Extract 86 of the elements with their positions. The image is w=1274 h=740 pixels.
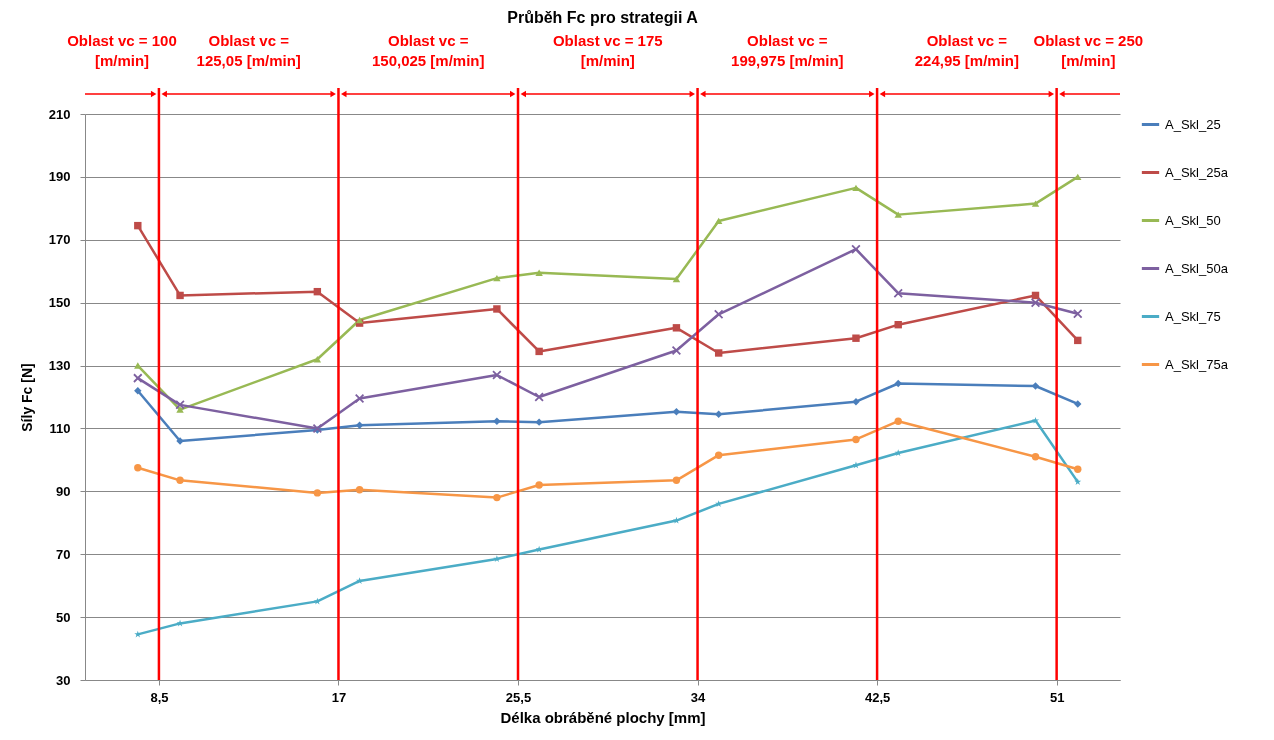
point	[1030, 297, 1041, 308]
y-tick-label: 190	[48, 169, 71, 185]
point	[671, 345, 682, 356]
point	[713, 309, 724, 320]
point	[1031, 416, 1040, 424]
point	[893, 288, 903, 299]
point	[313, 597, 321, 605]
point	[894, 449, 902, 456]
point	[852, 334, 860, 342]
y-tick-label: 130	[48, 358, 71, 374]
x-tick-label: 17	[331, 689, 347, 705]
point	[493, 305, 501, 313]
point	[714, 217, 723, 225]
x-tick-label: 8,5	[150, 689, 169, 705]
legend-label: A_Skl_75	[1165, 308, 1221, 324]
point	[535, 545, 543, 553]
point	[355, 486, 364, 494]
y-tick-label: 90	[56, 483, 71, 499]
point	[1031, 200, 1040, 207]
point	[1072, 308, 1083, 319]
point	[1074, 465, 1082, 474]
legend-label: A_Skl_25	[1165, 116, 1221, 132]
point	[714, 451, 723, 459]
legend-label: A_Skl_50	[1165, 212, 1221, 228]
point	[313, 489, 322, 497]
point	[492, 370, 502, 380]
point	[535, 481, 543, 489]
text: Oblast vc = 199,975 [m/min]	[731, 32, 844, 69]
point	[534, 392, 544, 402]
text: Oblast vc = 125,05 [m/min]	[196, 32, 301, 69]
text: Oblast vc = 100 [m/min]	[67, 32, 177, 69]
point	[714, 410, 723, 418]
chart-title: Průběh Fc pro strategii A	[507, 9, 699, 26]
point	[894, 379, 902, 388]
point	[176, 476, 184, 485]
point	[134, 387, 142, 395]
legend-label: A_Skl_25a	[1165, 164, 1229, 180]
text: Oblast vc = 250 [m/min]	[1033, 32, 1144, 69]
y-tick-label: 210	[48, 106, 71, 122]
point	[852, 398, 860, 406]
point	[672, 275, 681, 283]
point	[175, 400, 185, 410]
point	[134, 221, 142, 230]
text: Oblast vc = 175 [m/min]	[552, 32, 663, 69]
legend-label: A_Skl_75a	[1165, 356, 1229, 372]
point	[176, 406, 184, 413]
point	[1031, 453, 1040, 461]
point	[852, 435, 860, 444]
point	[672, 408, 681, 416]
x-tick-label: 42,5	[864, 689, 891, 705]
y-tick-label: 50	[56, 609, 71, 625]
point	[851, 244, 861, 254]
point	[852, 184, 860, 192]
point	[356, 577, 364, 584]
x-tick-label: 51	[1049, 689, 1065, 705]
point	[134, 464, 142, 472]
y-tick-label: 30	[56, 672, 71, 688]
point	[672, 516, 680, 524]
point	[355, 421, 364, 430]
point	[535, 269, 543, 277]
point	[493, 493, 501, 502]
point	[1074, 173, 1082, 181]
point	[354, 393, 365, 404]
x-axis-title: Délka obráběné plochy [mm]	[500, 708, 706, 726]
point	[714, 349, 723, 357]
point	[894, 211, 902, 218]
point	[672, 324, 681, 332]
point	[134, 362, 142, 369]
y-tick-label: 70	[56, 546, 71, 562]
point	[493, 417, 501, 425]
point	[176, 291, 184, 300]
point	[133, 373, 143, 383]
y-tick-label: 110	[49, 420, 71, 436]
y-tick-label: 150	[48, 295, 71, 311]
x-tick-label: 25,5	[505, 689, 532, 705]
x-tick-label: 34	[690, 689, 707, 705]
point	[894, 417, 902, 425]
legend-label: A_Skl_50a	[1165, 260, 1229, 276]
text: Oblast vc = 150,025 [m/min]	[371, 32, 485, 69]
y-axis-title: Síly Fc [N]	[18, 363, 35, 432]
point	[535, 347, 543, 356]
text: Oblast vc = 224,95 [m/min]	[914, 32, 1019, 69]
point	[1074, 400, 1082, 408]
point	[672, 476, 681, 485]
y-tick-label: 170	[48, 232, 71, 248]
point	[176, 619, 184, 627]
